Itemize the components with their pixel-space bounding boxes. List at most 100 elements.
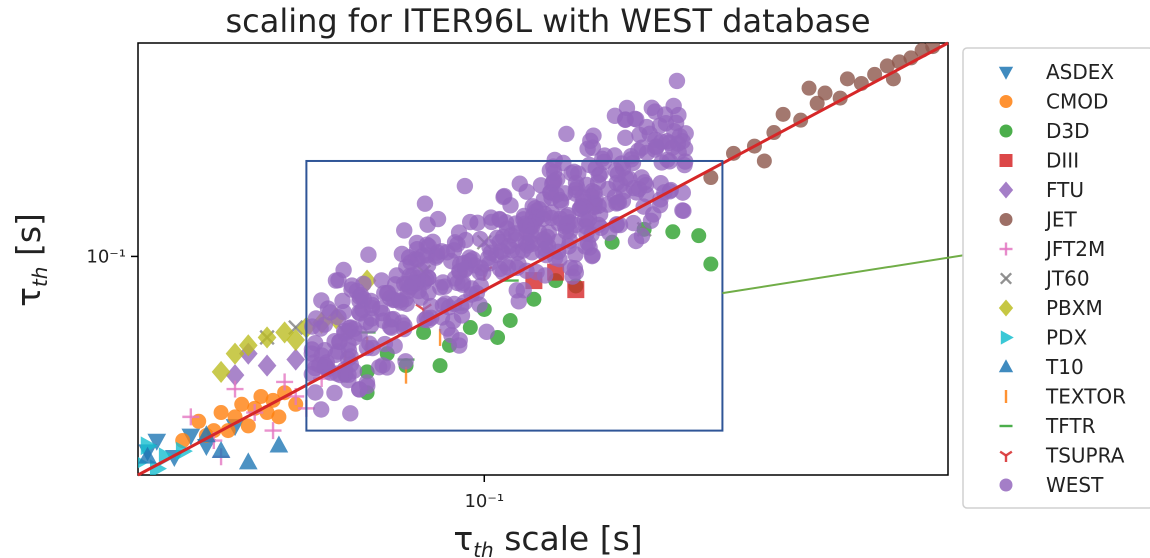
point-west [674,184,692,201]
point-west [517,217,535,235]
point-jet [839,71,855,87]
point-west [471,230,489,248]
point-west [549,171,566,188]
point-west [393,314,411,331]
point-west [674,202,691,219]
point-west [342,405,359,422]
point-west [376,284,393,302]
point-west [391,292,408,309]
legend-label-d3d: D3D [1046,119,1090,143]
point-west [518,183,535,200]
point-west [396,222,413,239]
point-jft2m [276,373,294,391]
point-west [412,289,429,306]
point-west [307,310,325,327]
point-west [313,292,330,309]
legend-label-ftu: FTU [1046,178,1084,202]
point-west [445,312,462,330]
point-west [617,169,635,186]
point-west [432,279,449,296]
point-pbxm [238,334,258,357]
point-t10 [211,440,231,458]
point-west [668,72,686,90]
point-west [557,223,575,240]
point-west [633,169,650,186]
point-jet [817,85,833,101]
point-west [393,245,411,263]
legend-label-pdx: PDX [1046,326,1087,350]
point-west [546,151,563,169]
legend-marker-t10 [998,359,1014,373]
point-d3d [665,224,681,240]
y-tick-label: 10⁻¹ [86,246,126,267]
point-jet [879,58,895,74]
point-west [592,165,609,183]
point-west [408,234,426,252]
point-diii [567,281,585,299]
point-asdex [197,438,216,456]
legend-marker-jet [999,213,1013,226]
point-cmod [234,396,250,412]
point-jet [775,106,791,122]
point-west [491,211,509,228]
legend-marker-diii [999,154,1013,167]
point-d3d [416,324,432,340]
point-jft2m [182,408,200,426]
point-west [451,337,468,354]
point-west [327,272,345,289]
point-pbxm [211,360,231,383]
point-west [307,334,324,352]
legend-marker-tsupra [999,450,1013,462]
point-ftu [286,348,306,371]
axis-ticks: 10⁻¹ 10⁻¹ [86,246,504,512]
point-west [552,191,569,209]
legend: ASDEX CMOD D3D DIII FTU JET JFT2M JT60 PBXM PDX T1… [998,60,1126,497]
x-axis-label: τth scale [s] [453,519,642,558]
point-west [456,177,474,195]
point-west [469,214,486,232]
point-west [537,240,554,258]
point-west [350,304,368,321]
point-pbxm [257,326,277,349]
point-asdex [225,419,245,437]
point-west [419,216,436,233]
point-west [674,132,691,150]
point-west [507,231,524,249]
point-west [335,303,352,321]
point-west [322,304,339,321]
fit-line [137,41,949,477]
point-jet [801,80,817,96]
legend-label-cmod: CMOD [1046,90,1108,114]
point-west [577,238,594,255]
legend-label-tftr: TFTR [1045,414,1096,438]
point-cmod [271,409,287,425]
point-west [446,234,464,251]
point-t10 [269,435,289,453]
point-west [373,272,390,289]
y-axis-label: τth [s] [9,213,52,307]
point-west [311,356,328,374]
point-d3d [691,228,707,244]
data-points [138,43,941,475]
point-t10 [197,425,216,443]
point-west [557,208,575,226]
legend-label-tsupra: TSUPRA [1045,444,1125,468]
legend-label-textor: TEXTOR [1045,385,1126,409]
point-jft2m [264,422,282,440]
legend-label-jet: JET [1044,208,1078,232]
point-jet [726,145,742,161]
point-west [536,267,554,284]
legend-label-asdex: ASDEX [1046,60,1114,84]
point-cmod [240,418,256,434]
legend-label-t10: T10 [1045,355,1084,379]
point-t10 [238,452,258,470]
point-west [579,140,596,158]
point-west [630,142,647,160]
point-asdex [147,433,167,451]
legend-marker-d3d [999,124,1013,138]
point-west [523,244,541,261]
point-west [416,195,434,212]
legend-label-jt60: JT60 [1044,267,1090,291]
point-pdx [140,436,158,456]
legend-marker-pdx [1000,330,1014,345]
